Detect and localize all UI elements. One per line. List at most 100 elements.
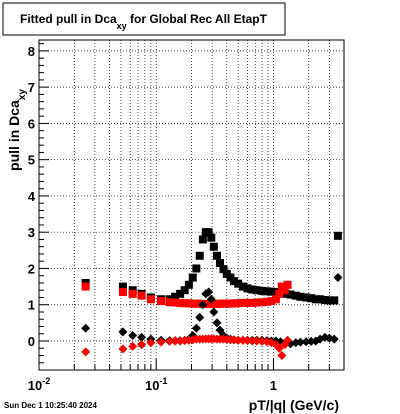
data-point-square [271,295,280,304]
data-point-diamond [274,343,284,353]
data-point-square [333,231,342,240]
y-tick-label: 5 [28,153,35,168]
data-point-square [320,296,329,305]
y-axis-title: pull in Dcaxy [6,89,28,171]
data-point-square [171,292,180,301]
data-point-square [258,298,267,307]
data-point-square [234,279,243,288]
data-point-square [283,280,292,289]
data-point-square [311,295,320,304]
data-point-square [258,286,267,295]
data-point-diamond [206,294,216,304]
x-tick-label: 1 [270,378,277,393]
y-tick-label: 3 [28,225,35,240]
data-point-diamond [204,287,214,297]
y-tick-label: 0 [28,334,35,349]
data-point-square [267,297,276,306]
y-tick-label: 7 [28,80,35,95]
data-point-square [243,298,252,307]
series-3 [81,334,293,360]
data-point-square [262,287,271,296]
data-point-square [184,280,193,289]
data-point-square [238,298,247,307]
data-point-diamond [137,332,147,342]
data-point-diamond [165,336,175,346]
data-point-square [207,233,216,242]
data-point-square [243,284,252,293]
data-point-square [325,296,334,305]
data-point-square [204,228,213,237]
data-point-diamond [283,335,293,345]
data-point-diamond [277,350,287,360]
data-point-diamond [118,344,128,354]
data-point-square [229,299,238,308]
data-point-square [296,292,305,301]
data-point-square [267,287,276,296]
title-frame [2,2,286,36]
data-point-square [137,291,146,300]
data-point-diamond [81,323,91,333]
data-point-square [195,251,204,260]
grid [38,40,345,370]
data-point-diamond [191,323,201,333]
data-point-square [180,286,189,295]
data-point-square [215,259,224,268]
x-axis-title: pT/|q| (GeV/c) [249,397,339,413]
data-point-diamond [128,331,138,341]
chart-title: Fitted pull in Dcaxy for Global Rec All … [20,12,268,31]
data-point-diamond [146,338,156,348]
y-tick-label: 6 [28,116,35,131]
data-point-square [307,294,316,303]
data-point-square [198,235,207,244]
data-point-square [165,298,174,307]
y-tick-label: 2 [28,261,35,276]
data-point-square [171,298,180,307]
data-point-square [330,296,339,305]
data-point-square [81,282,90,291]
data-point-diamond [333,273,343,283]
data-point-diamond [137,340,147,350]
data-point-square [188,273,197,282]
data-point-square [128,289,137,298]
data-point-diamond [81,347,91,357]
data-point-square [316,295,325,304]
data-point-diamond [128,341,138,351]
data-point-square [219,265,228,274]
data-point-square [238,282,247,291]
data-point-diamond [301,337,311,347]
data-point-square [118,282,127,291]
data-point-square [212,251,221,260]
series-1 [81,280,292,308]
datestamp: Sun Dec 1 10:25:40 2024 [4,401,97,410]
data-point-square [252,298,261,307]
y-axis: 0 1 2 3 4 5 6 7 8 [28,43,49,371]
data-point-square [252,286,261,295]
data-point-diamond [156,337,166,347]
data-point-diamond [212,318,222,328]
data-point-square [192,264,201,273]
data-point-square [146,295,155,304]
data-point-diamond [252,336,262,346]
data-point-square [157,297,166,306]
series-layer [81,228,343,360]
data-point-square [176,289,185,298]
y-tick-label: 1 [28,298,35,313]
data-point-diamond [209,307,219,317]
data-point-square [291,291,300,300]
data-point-square [248,285,257,294]
data-point-square [229,277,238,286]
x-tick-label: 10-1 [145,376,167,393]
y-tick-label: 4 [28,189,36,204]
data-point-diamond [170,336,180,346]
data-point-square [302,293,311,302]
data-point-square [176,298,185,307]
data-point-diamond [329,334,339,344]
data-point-square [280,286,289,295]
data-point-diamond [295,337,305,347]
data-point-diamond [195,312,205,322]
data-point-square [209,242,218,251]
x-axis: 10-2 10-1 1 [28,358,345,393]
data-point-square [262,297,271,306]
